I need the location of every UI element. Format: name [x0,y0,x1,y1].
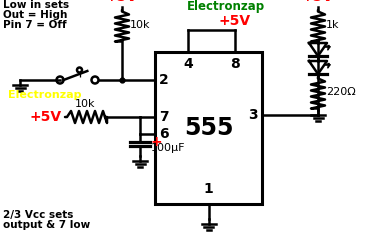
Text: 8: 8 [230,57,240,71]
Text: 220Ω: 220Ω [326,87,356,97]
Text: +5V: +5V [30,110,62,124]
Text: +5V: +5V [302,0,334,4]
Text: 100μF: 100μF [151,143,185,153]
Text: Electronzap: Electronzap [8,90,81,100]
Text: Low in sets: Low in sets [3,0,69,10]
Text: 7: 7 [159,110,168,124]
Text: 6: 6 [159,127,168,141]
Text: 10k: 10k [75,99,95,109]
Text: 1k: 1k [326,20,339,30]
Bar [155,52,262,204]
Text: Out = High: Out = High [3,10,68,20]
Text: Pin 7 = Off: Pin 7 = Off [3,20,67,30]
Text: 2: 2 [159,73,169,87]
Text: +: + [151,135,163,149]
Text: Electronzap: Electronzap [187,0,265,13]
Text: +5V: +5V [106,0,138,4]
Text: 2/3 Vcc sets: 2/3 Vcc sets [3,210,73,220]
Text: 3: 3 [248,108,258,122]
Text: 1: 1 [204,182,213,196]
Text: 4: 4 [183,57,193,71]
Text: output & 7 low: output & 7 low [3,220,90,230]
Text: 10k: 10k [130,20,150,30]
Text: +5V: +5V [219,14,251,28]
Text: 555: 555 [184,116,233,140]
